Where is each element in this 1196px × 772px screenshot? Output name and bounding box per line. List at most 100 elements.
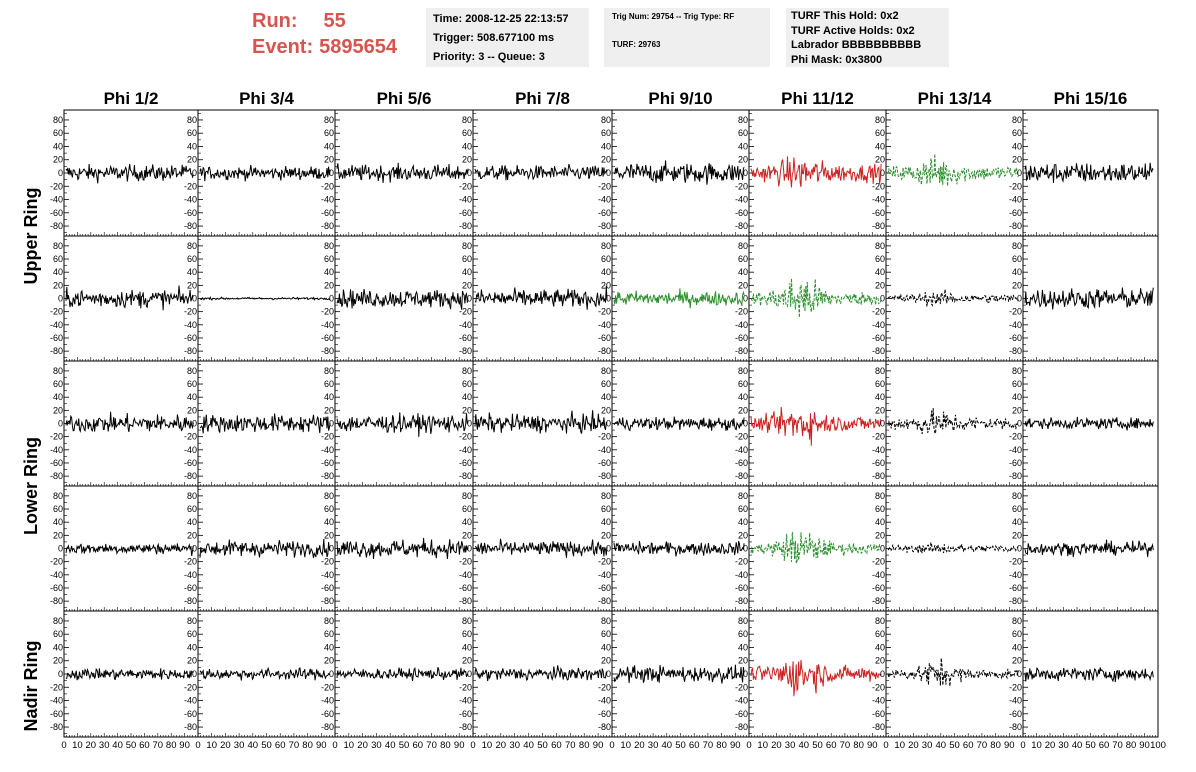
y-tick-label: -40: [50, 570, 63, 580]
y-tick-label: -80: [735, 221, 748, 231]
x-tick-label: 80: [990, 740, 1001, 751]
y-tick-label: 80: [462, 616, 472, 626]
y-tick-label: -60: [872, 583, 885, 593]
x-tick-label: 80: [302, 740, 313, 751]
y-tick-label: 40: [601, 267, 611, 277]
y-tick-label: 20: [462, 530, 472, 540]
labrador-text: Labrador BBBBBBBBBB: [791, 39, 922, 51]
y-tick-label: 60: [187, 254, 197, 264]
column-title: Phi 11/12: [781, 89, 854, 108]
y-tick-label: -20: [872, 307, 885, 317]
y-tick-label: 80: [1012, 241, 1022, 251]
y-tick-label: -40: [735, 195, 748, 205]
run-event-box: Run: 55 Event: 5895654: [252, 8, 397, 60]
y-tick-label: 80: [1012, 115, 1022, 125]
x-tick-label: 10: [894, 740, 905, 751]
y-tick-label: 80: [1012, 491, 1022, 501]
y-tick-label: 40: [875, 642, 885, 652]
waveform-trace: [613, 288, 745, 309]
x-tick-label: 70: [977, 740, 988, 751]
y-tick-label: -40: [321, 320, 334, 330]
y-tick-label: -20: [1009, 432, 1022, 442]
y-tick-label: -60: [321, 583, 334, 593]
y-tick-label: 80: [462, 491, 472, 501]
x-tick-label: 90: [867, 740, 878, 751]
x-tick-label: 20: [771, 740, 782, 751]
x-tick-label: 90: [316, 740, 327, 751]
x-tick-label: 30: [99, 740, 110, 751]
x-tick-label: 70: [840, 740, 851, 751]
waveform-trace: [613, 416, 745, 432]
y-tick-label: -60: [50, 709, 63, 719]
x-tick-label: 10: [482, 740, 493, 751]
waveform-trace: [1024, 539, 1154, 558]
y-tick-label: -80: [184, 471, 197, 481]
y-tick-label: -60: [459, 709, 472, 719]
y-tick-label: 40: [324, 517, 334, 527]
y-tick-label: -40: [598, 445, 611, 455]
waveform-trace: [199, 413, 331, 434]
waveform-trace: [474, 538, 608, 558]
y-tick-label: 40: [53, 141, 63, 151]
y-tick-label: -20: [459, 432, 472, 442]
y-tick-label: 20: [324, 530, 334, 540]
y-tick-label: -40: [735, 696, 748, 706]
x-tick-label: 0: [746, 740, 751, 751]
y-tick-label: 20: [601, 280, 611, 290]
y-tick-label: 80: [324, 616, 334, 626]
y-tick-label: 40: [187, 141, 197, 151]
y-tick-label: -20: [321, 307, 334, 317]
x-tick-label: 50: [126, 740, 137, 751]
y-tick-label: 60: [53, 629, 63, 639]
y-tick-label: -20: [321, 432, 334, 442]
y-tick-label: -20: [1009, 307, 1022, 317]
y-tick-label: 40: [324, 267, 334, 277]
waveform-trace: [887, 289, 1019, 307]
y-tick-label: -20: [184, 181, 197, 191]
x-tick-label: 50: [949, 740, 960, 751]
y-tick-label: -80: [184, 221, 197, 231]
panel-frame: [611, 610, 750, 738]
y-tick-label: 40: [601, 141, 611, 151]
y-tick-label: -40: [735, 320, 748, 330]
event-row: Event: 5895654: [252, 34, 397, 60]
y-tick-label: -20: [598, 682, 611, 692]
y-tick-label: 80: [53, 115, 63, 125]
y-tick-label: -40: [1009, 445, 1022, 455]
y-tick-label: 40: [875, 267, 885, 277]
y-tick-label: 20: [738, 155, 748, 165]
ring-label: Nadir Ring: [21, 640, 41, 731]
x-tick-label: 40: [799, 740, 810, 751]
y-tick-label: -20: [50, 682, 63, 692]
y-tick-label: -60: [872, 333, 885, 343]
y-tick-label: -60: [735, 333, 748, 343]
waveform-trace: [887, 408, 1019, 435]
y-tick-label: 20: [324, 656, 334, 666]
y-tick-label: -20: [459, 557, 472, 567]
y-tick-label: 40: [462, 141, 472, 151]
x-tick-label: 30: [1058, 740, 1069, 751]
y-tick-label: -40: [459, 320, 472, 330]
y-tick-label: -40: [1009, 696, 1022, 706]
y-tick-label: -60: [321, 458, 334, 468]
y-tick-label: -80: [50, 471, 63, 481]
y-tick-label: -60: [1009, 709, 1022, 719]
y-tick-label: -80: [459, 722, 472, 732]
x-tick-label: 40: [662, 740, 673, 751]
x-tick-label: 50: [537, 740, 548, 751]
waveform-trace: [336, 162, 469, 183]
y-tick-label: -60: [735, 458, 748, 468]
y-tick-label: -40: [321, 195, 334, 205]
x-tick-label: 60: [551, 740, 562, 751]
y-tick-label: 80: [601, 241, 611, 251]
y-tick-label: 20: [324, 280, 334, 290]
y-tick-label: -80: [50, 221, 63, 231]
x-tick-label: 60: [689, 740, 700, 751]
y-tick-label: 60: [53, 504, 63, 514]
y-tick-label: -80: [1009, 221, 1022, 231]
y-tick-label: -20: [184, 682, 197, 692]
y-tick-label: 0: [1017, 419, 1022, 429]
y-tick-label: -20: [735, 432, 748, 442]
waveform-trace: [199, 295, 331, 301]
waveform-trace: [336, 412, 469, 437]
